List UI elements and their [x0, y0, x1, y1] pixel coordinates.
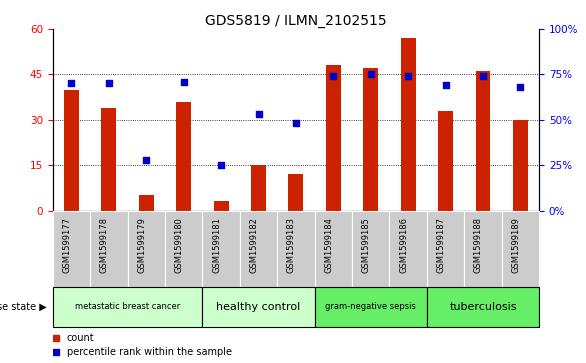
Text: percentile rank within the sample: percentile rank within the sample — [67, 347, 232, 357]
Bar — [363, 68, 378, 211]
Bar — [53, 211, 90, 287]
Text: GSM1599177: GSM1599177 — [63, 217, 71, 273]
Point — [254, 111, 263, 117]
Bar — [401, 38, 415, 211]
Bar — [53, 287, 202, 327]
Bar — [251, 165, 266, 211]
Bar — [288, 174, 304, 211]
Bar — [464, 211, 502, 287]
Text: GSM1599184: GSM1599184 — [324, 217, 333, 273]
Bar — [240, 211, 277, 287]
Text: disease state ▶: disease state ▶ — [0, 302, 47, 312]
Bar — [90, 211, 128, 287]
Text: GSM1599188: GSM1599188 — [474, 217, 483, 273]
Point — [104, 81, 114, 86]
Bar — [438, 111, 453, 211]
Bar — [214, 201, 229, 211]
Text: gram-negative sepsis: gram-negative sepsis — [325, 302, 416, 311]
Title: GDS5819 / ILMN_2102515: GDS5819 / ILMN_2102515 — [205, 14, 387, 28]
Text: metastatic breast cancer: metastatic breast cancer — [75, 302, 180, 311]
Text: healthy control: healthy control — [216, 302, 301, 312]
Bar — [202, 211, 240, 287]
Point — [404, 73, 413, 79]
Bar — [165, 211, 202, 287]
Bar — [315, 211, 352, 287]
Text: GSM1599185: GSM1599185 — [362, 217, 371, 273]
Text: tuberculosis: tuberculosis — [449, 302, 517, 312]
Bar — [427, 287, 539, 327]
Bar — [352, 211, 390, 287]
Bar — [326, 65, 341, 211]
Point — [441, 82, 450, 88]
Point — [67, 81, 76, 86]
Bar — [139, 195, 154, 211]
Point — [329, 73, 338, 79]
Bar — [176, 102, 191, 211]
Bar — [277, 211, 315, 287]
Text: GSM1599179: GSM1599179 — [137, 217, 146, 273]
Text: GSM1599182: GSM1599182 — [250, 217, 258, 273]
Bar — [315, 287, 427, 327]
Bar — [64, 90, 79, 211]
Bar — [502, 211, 539, 287]
Point — [366, 72, 376, 77]
Text: GSM1599181: GSM1599181 — [212, 217, 221, 273]
Text: GSM1599183: GSM1599183 — [287, 217, 296, 273]
Text: GSM1599189: GSM1599189 — [512, 217, 520, 273]
Bar — [128, 211, 165, 287]
Bar — [427, 211, 464, 287]
Text: GSM1599180: GSM1599180 — [175, 217, 183, 273]
Point — [516, 84, 525, 90]
Point — [291, 121, 301, 126]
Bar — [390, 211, 427, 287]
Point — [216, 162, 226, 168]
Bar — [513, 120, 528, 211]
Text: GSM1599178: GSM1599178 — [100, 217, 109, 273]
Bar — [475, 72, 490, 211]
Point — [179, 79, 188, 85]
Bar — [101, 108, 117, 211]
Text: GSM1599187: GSM1599187 — [437, 217, 445, 273]
Text: count: count — [67, 333, 94, 343]
Point — [142, 157, 151, 163]
Point — [478, 73, 488, 79]
Bar — [202, 287, 315, 327]
Text: GSM1599186: GSM1599186 — [399, 217, 408, 273]
